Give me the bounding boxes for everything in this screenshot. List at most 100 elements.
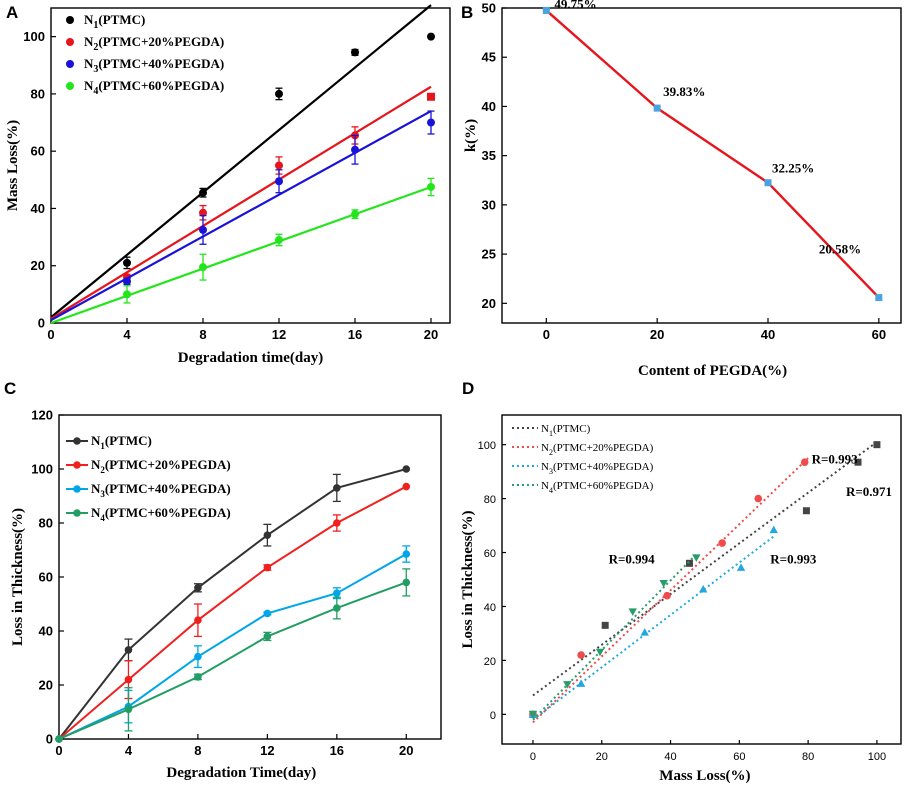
r-annotation: R=0.993 bbox=[812, 452, 859, 467]
data-point bbox=[873, 441, 881, 449]
data-point bbox=[528, 710, 538, 719]
data-point bbox=[563, 681, 572, 689]
legend-label: N2(PTMC+20%PEGDA) bbox=[541, 442, 654, 457]
y-tick-label: 100 bbox=[31, 462, 53, 477]
data-point bbox=[659, 580, 668, 588]
plot-frame bbox=[501, 7, 902, 324]
legend-label-sub: 3 bbox=[100, 489, 105, 499]
data-point bbox=[194, 673, 202, 681]
y-tick-label: 40 bbox=[484, 602, 496, 614]
legend-label-main: N bbox=[91, 457, 101, 472]
plot-frame bbox=[501, 414, 902, 745]
y-tick-label: 50 bbox=[482, 1, 496, 16]
x-tick-label: 40 bbox=[664, 751, 676, 763]
legend-label-sub: 4 bbox=[549, 486, 553, 495]
legend-marker bbox=[73, 485, 81, 493]
data-point bbox=[123, 290, 131, 299]
data-point bbox=[199, 188, 207, 197]
legend-label-rest: (PTMC) bbox=[105, 433, 152, 448]
data-line bbox=[58, 468, 407, 740]
y-tick-label: 40 bbox=[482, 99, 496, 114]
legend-label-main: N bbox=[84, 78, 94, 93]
series-2: N2(PTMC+20%PEGDA) bbox=[512, 442, 809, 724]
legend-label-sub: 2 bbox=[93, 42, 98, 53]
legend-label-sub: 2 bbox=[100, 465, 105, 475]
fit-line bbox=[532, 551, 699, 721]
r-annotation: R=0.971 bbox=[846, 484, 892, 499]
data-point bbox=[263, 632, 272, 641]
data-point bbox=[402, 482, 411, 491]
legend-label-main: N bbox=[541, 442, 549, 454]
legend-label-rest: (PTMC+20%PEGDA) bbox=[105, 457, 231, 472]
data-point bbox=[699, 584, 708, 593]
data-point bbox=[800, 458, 809, 466]
data-point bbox=[333, 589, 341, 597]
series-1: N1(PTMC) bbox=[50, 4, 435, 319]
legend-label-sub: 4 bbox=[93, 86, 98, 97]
series-k: 49.75% 39.83% 32.25% 20.58% bbox=[542, 0, 883, 302]
legend-label: N1(PTMC) bbox=[541, 423, 591, 438]
fit-line bbox=[532, 441, 878, 697]
x-axis-title: Degradation Time(day) bbox=[166, 765, 316, 781]
data-point bbox=[263, 609, 272, 618]
data-point bbox=[123, 258, 131, 267]
legend-label-rest: (PTMC+40%PEGDA) bbox=[553, 461, 654, 473]
y-tick-label: 25 bbox=[482, 247, 496, 262]
data-point bbox=[628, 608, 637, 616]
data-point bbox=[754, 494, 763, 503]
legend-label-sub: 3 bbox=[93, 64, 98, 75]
data-line bbox=[58, 581, 407, 740]
data-point bbox=[576, 679, 586, 687]
y-tick-label: 0 bbox=[46, 732, 53, 747]
data-label: 49.75% bbox=[554, 0, 596, 11]
data-point bbox=[663, 591, 671, 600]
legend-label: N2(PTMC+20%PEGDA) bbox=[91, 457, 231, 475]
x-tick-label: 16 bbox=[348, 327, 362, 342]
data-point bbox=[333, 519, 341, 527]
fit-line bbox=[50, 110, 432, 322]
data-point bbox=[685, 559, 693, 567]
data-point bbox=[55, 735, 63, 743]
legend-label: N3(PTMC+40%PEGDA) bbox=[84, 56, 224, 75]
legend-label: N1(PTMC) bbox=[91, 433, 152, 451]
x-tick-label: 100 bbox=[868, 751, 886, 763]
x-tick-label: 12 bbox=[272, 327, 286, 342]
y-tick-label: 0 bbox=[38, 316, 45, 331]
x-tick-label: 8 bbox=[194, 743, 201, 758]
data-point bbox=[194, 652, 202, 661]
data-point bbox=[263, 563, 272, 572]
legend-label-sub: 3 bbox=[549, 467, 553, 476]
x-tick-label: 0 bbox=[530, 751, 536, 763]
legend-label-rest: (PTMC+60%PEGDA) bbox=[553, 480, 654, 492]
r-annotation: R=0.993 bbox=[770, 551, 817, 566]
legend-label-rest: (PTMC+60%PEGDA) bbox=[105, 505, 231, 520]
legend-label-rest: (PTMC+20%PEGDA) bbox=[553, 442, 654, 454]
data-point bbox=[595, 648, 605, 657]
fit-line bbox=[532, 457, 809, 724]
legend-marker bbox=[66, 82, 74, 90]
data-point bbox=[275, 161, 283, 170]
legend-label: N4(PTMC+60%PEGDA) bbox=[541, 480, 654, 495]
x-tick-label: 20 bbox=[424, 327, 438, 342]
legend-label: N2(PTMC+20%PEGDA) bbox=[84, 34, 224, 53]
data-point bbox=[854, 458, 862, 466]
legend-label-rest: (PTMC+40%PEGDA) bbox=[98, 56, 224, 71]
data-line bbox=[545, 9, 880, 299]
legend-marker bbox=[66, 16, 74, 24]
data-point bbox=[601, 621, 609, 629]
data-point bbox=[263, 531, 272, 539]
x-axis-title: Degradation time(day) bbox=[178, 350, 323, 366]
data-point bbox=[199, 208, 207, 217]
x-tick-label: 60 bbox=[733, 751, 745, 763]
fit-line bbox=[50, 185, 432, 325]
data-point bbox=[402, 578, 411, 587]
data-label: 32.25% bbox=[772, 161, 814, 176]
legend-label-sub: 4 bbox=[100, 513, 105, 523]
x-tick-label: 0 bbox=[47, 327, 54, 342]
x-tick-label: 16 bbox=[330, 743, 344, 758]
legend-label-sub: 1 bbox=[93, 20, 98, 31]
fit-line bbox=[50, 4, 432, 319]
legend-label-main: N bbox=[91, 505, 101, 520]
fit-line bbox=[50, 85, 432, 320]
